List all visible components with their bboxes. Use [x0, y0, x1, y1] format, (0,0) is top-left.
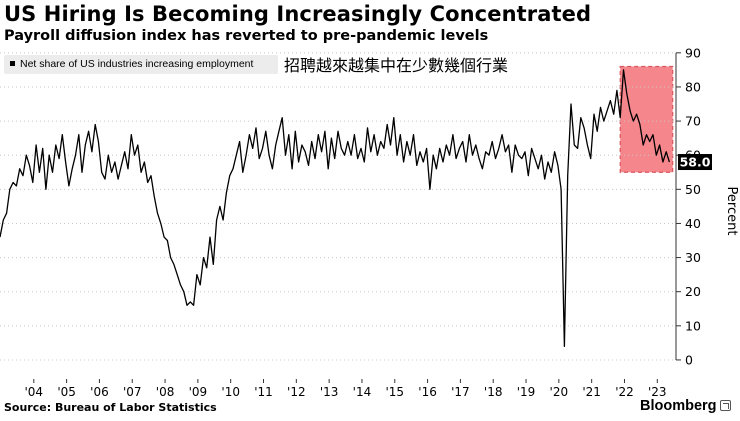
y-tick-label: 90 [685, 45, 701, 60]
highlight-region [619, 65, 674, 173]
legend-label: Net share of US industries increasing em… [20, 58, 254, 70]
last-value-label: 58.0 [680, 155, 711, 170]
x-tick-label: '18 [484, 385, 503, 399]
x-tick-label: '09 [189, 385, 208, 399]
x-tick-label: '23 [648, 385, 667, 399]
x-tick-label: '22 [615, 385, 634, 399]
external-link-icon [719, 400, 731, 411]
y-tick-label: 0 [685, 352, 693, 367]
legend: Net share of US industries increasing em… [4, 55, 278, 74]
x-tick-label: '16 [418, 385, 437, 399]
x-tick-label: '14 [353, 385, 372, 399]
x-tick-label: '20 [550, 385, 569, 399]
y-tick-label: 30 [685, 250, 701, 265]
x-tick-label: '05 [57, 385, 76, 399]
y-tick-label: 10 [685, 318, 701, 333]
bloomberg-logo: Bloomberg [640, 398, 731, 414]
x-tick-label: '13 [320, 385, 339, 399]
x-tick-label: '12 [287, 385, 306, 399]
y-tick-label: 70 [685, 114, 701, 129]
labels: 0102030405060708090'04'05'06'07'08'09'10… [25, 45, 712, 399]
y-tick-label: 80 [685, 79, 701, 94]
last-value-box [678, 154, 712, 171]
x-tick-label: '04 [25, 385, 44, 399]
gridlines [0, 52, 676, 361]
x-tick-label: '08 [156, 385, 175, 399]
x-tick-label: '17 [451, 385, 470, 399]
source-note: Source: Bureau of Labor Statistics [4, 401, 217, 414]
series-layer [0, 69, 671, 347]
x-tick-label: '11 [254, 385, 273, 399]
x-tick-label: '07 [123, 385, 142, 399]
legend-swatch [10, 61, 15, 67]
highlight-layer [619, 65, 674, 173]
y-axis-label: Percent [724, 187, 739, 236]
x-tick-label: '10 [221, 385, 240, 399]
chinese-annotation: 招聘越來越集中在少數幾個行業 [284, 56, 509, 75]
series-line [0, 69, 671, 347]
x-tick-label: '19 [517, 385, 536, 399]
chart-title: US Hiring Is Becoming Increasingly Conce… [4, 2, 592, 26]
y-tick-label: 40 [685, 216, 701, 231]
y-tick-label: 50 [685, 182, 701, 197]
x-tick-label: '21 [582, 385, 601, 399]
x-tick-label: '06 [90, 385, 109, 399]
x-tick-label: '15 [385, 385, 404, 399]
chart-subtitle: Payroll diffusion index has reverted to … [4, 28, 489, 44]
brand-name: Bloomberg [640, 398, 717, 414]
y-tick-label: 20 [685, 284, 701, 299]
axes [33, 52, 681, 383]
